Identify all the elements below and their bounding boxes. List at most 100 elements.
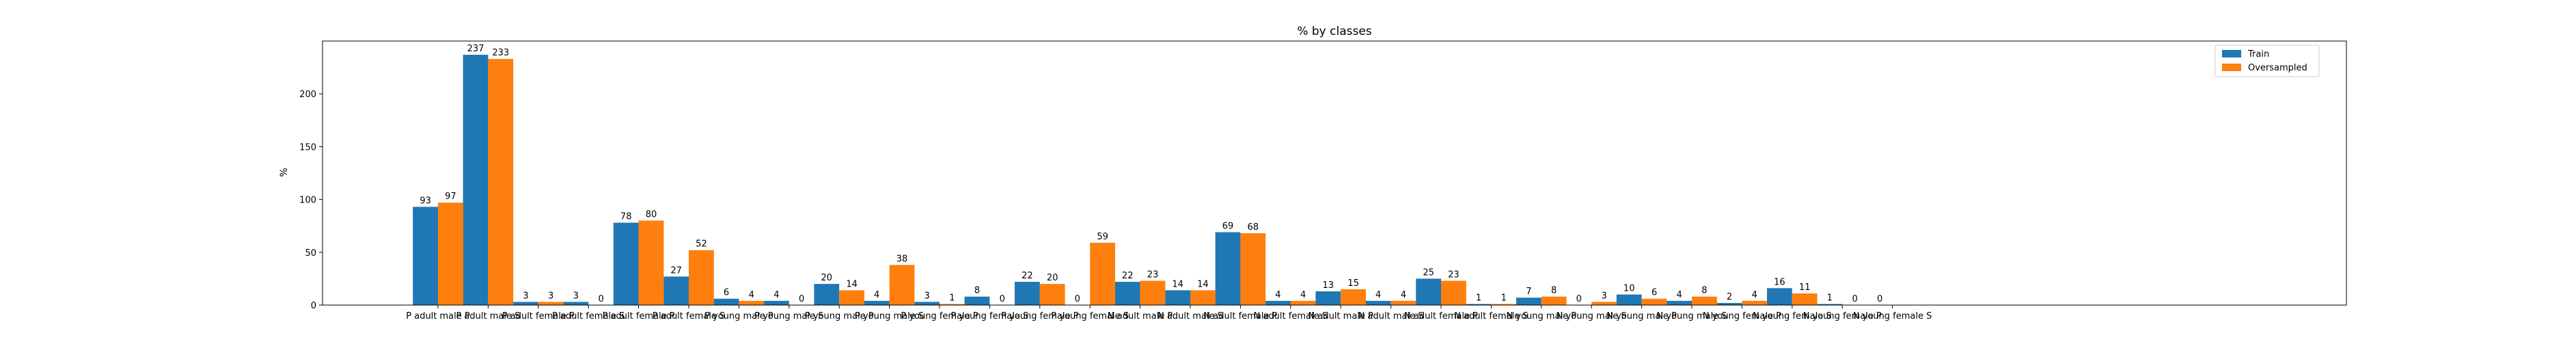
- bar-train-5: [663, 276, 689, 305]
- data-label-oversampled-22: 8: [1551, 286, 1557, 296]
- data-label-train-27: 16: [1774, 277, 1785, 287]
- bar-train-24: [1616, 294, 1642, 305]
- bar-train-20: [1416, 278, 1441, 305]
- data-label-oversampled-2: 3: [548, 291, 553, 301]
- data-label-oversampled-25: 8: [1701, 286, 1707, 296]
- y-axis-title-group: %: [279, 168, 290, 176]
- x-tick-label-23: N young male S: [1557, 311, 1627, 321]
- data-label-train-22: 7: [1526, 287, 1531, 297]
- data-label-train-9: 4: [874, 290, 879, 300]
- x-tick-label-11: P young female S: [951, 311, 1029, 321]
- bar-train-28: [1817, 304, 1843, 305]
- bar-train-11: [964, 296, 990, 305]
- x-tick-label-18: N adult male P: [1308, 311, 1374, 321]
- data-label-train-15: 14: [1172, 279, 1183, 289]
- data-label-oversampled-26: 4: [1752, 290, 1757, 300]
- data-label-oversampled-15: 14: [1197, 279, 1209, 289]
- data-label-train-14: 22: [1122, 271, 1134, 281]
- data-label-oversampled-20: 23: [1448, 269, 1460, 280]
- data-label-oversampled-3: 0: [598, 294, 603, 304]
- x-tick-label-1: P adult male S: [456, 311, 520, 321]
- data-label-train-20: 25: [1423, 267, 1434, 278]
- data-label-oversampled-18: 15: [1347, 278, 1359, 289]
- x-tick-label-12: P young female P: [1001, 311, 1078, 321]
- data-label-train-25: 4: [1676, 290, 1682, 300]
- bar-oversampled-4: [638, 220, 664, 305]
- x-tick-label-5: P adult female S: [653, 311, 725, 321]
- bar-train-7: [764, 300, 789, 305]
- data-label-train-13: 0: [1075, 294, 1080, 304]
- data-label-train-5: 27: [670, 265, 682, 276]
- x-tick-label-0: P adult male P: [406, 311, 470, 321]
- bar-oversampled-18: [1341, 289, 1366, 305]
- x-tick-label-8: P young male P: [805, 311, 874, 321]
- data-label-train-7: 4: [773, 290, 779, 300]
- bar-train-26: [1716, 302, 1742, 305]
- bar-oversampled-1: [488, 59, 514, 306]
- bar-oversampled-8: [839, 290, 864, 305]
- legend-label-train: Train: [2247, 49, 2269, 60]
- x-tick-label-29: N young female S: [1853, 311, 1932, 321]
- data-label-train-1: 237: [467, 44, 484, 54]
- y-tick-label-3: 150: [299, 142, 316, 153]
- bar-train-17: [1265, 300, 1291, 305]
- data-label-train-26: 2: [1727, 292, 1732, 302]
- bar-oversampled-17: [1290, 300, 1316, 305]
- data-label-oversampled-14: 23: [1147, 269, 1159, 280]
- data-label-oversampled-10: 1: [949, 293, 955, 303]
- y-tick-label-0: 0: [311, 301, 316, 311]
- bar-train-10: [914, 302, 940, 305]
- legend-label-oversampled: Oversampled: [2248, 63, 2307, 73]
- bar-train-3: [563, 302, 589, 305]
- data-label-oversampled-17: 4: [1300, 290, 1306, 300]
- bar-oversampled-0: [438, 202, 463, 305]
- bar-oversampled-20: [1441, 280, 1466, 305]
- data-label-oversampled-5: 52: [696, 239, 707, 250]
- data-label-oversampled-12: 20: [1047, 273, 1058, 283]
- bar-oversampled-22: [1541, 296, 1567, 305]
- y-tick-label-1: 50: [305, 248, 316, 259]
- data-label-oversampled-24: 6: [1652, 288, 1657, 298]
- data-label-oversampled-1: 233: [492, 48, 509, 58]
- data-label-train-16: 69: [1222, 221, 1234, 231]
- x-tick-label-15: N adult male S: [1157, 311, 1223, 321]
- bar-oversampled-12: [1039, 284, 1065, 305]
- bar-train-12: [1015, 282, 1040, 305]
- bar-oversampled-24: [1641, 298, 1667, 305]
- bar-train-0: [413, 207, 438, 305]
- x-tick-label-22: N young male P: [1507, 311, 1577, 321]
- bar-oversampled-27: [1792, 293, 1818, 305]
- data-label-oversampled-0: 97: [445, 192, 456, 202]
- data-label-oversampled-23: 3: [1601, 291, 1606, 301]
- x-tick-label-20: N adult female P: [1404, 311, 1478, 321]
- data-label-train-10: 3: [924, 291, 929, 301]
- bar-train-2: [513, 302, 538, 305]
- bar-oversampled-13: [1090, 242, 1115, 305]
- data-label-train-11: 8: [974, 286, 980, 296]
- data-label-train-6: 6: [724, 288, 729, 298]
- bar-train-14: [1114, 282, 1140, 305]
- x-tick-label-16: N adult female P: [1203, 311, 1277, 321]
- x-tick-label-6: P young male P: [704, 311, 773, 321]
- bar-oversampled-23: [1591, 302, 1617, 305]
- data-label-train-29: 0: [1877, 294, 1882, 304]
- data-label-oversampled-28: 0: [1852, 294, 1857, 304]
- data-label-oversampled-7: 0: [799, 294, 804, 304]
- x-tick-label-17: N adult female S: [1254, 311, 1328, 321]
- data-label-train-19: 4: [1375, 290, 1381, 300]
- data-label-train-24: 10: [1623, 284, 1635, 294]
- data-label-train-28: 1: [1827, 293, 1833, 303]
- bar-oversampled-21: [1491, 304, 1517, 305]
- data-label-train-3: 3: [573, 291, 579, 301]
- x-tick-label-3: P adult female S: [552, 311, 625, 321]
- data-label-train-0: 93: [420, 196, 431, 206]
- bar-train-9: [864, 300, 890, 305]
- legend-swatch-oversampled: [2222, 64, 2241, 71]
- bar-oversampled-14: [1140, 280, 1166, 305]
- bar-oversampled-10: [940, 304, 965, 305]
- data-label-oversampled-19: 4: [1401, 290, 1406, 300]
- bar-oversampled-5: [689, 250, 714, 305]
- x-tick-label-2: P adult female P: [502, 311, 575, 321]
